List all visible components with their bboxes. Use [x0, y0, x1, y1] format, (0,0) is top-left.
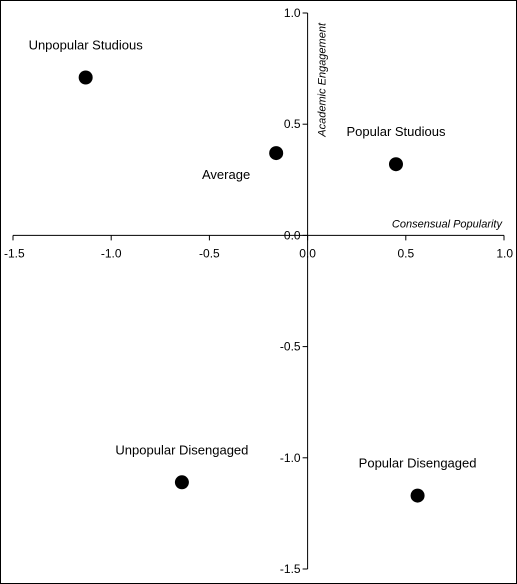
y-tick-label: -1.5	[280, 562, 301, 576]
data-points: Unpopular Studious Average Popular Studiou…	[29, 37, 477, 503]
data-point	[269, 146, 284, 161]
x-tick-label: 0.5	[397, 246, 414, 260]
y-axis-title: Academic Engagement	[317, 22, 329, 138]
y-tick-label: 0.0	[284, 228, 301, 242]
x-tick-label: 0.0	[299, 246, 316, 260]
ticks: -1.5 -1.0 -0.5 0.0 0.5 1.0 1.0 0.5 0.0 -0.5 -1.0 -1…	[4, 6, 513, 576]
y-tick-label: 1.0	[284, 6, 301, 20]
y-tick-label: -1.0	[280, 451, 301, 465]
data-point	[78, 70, 93, 85]
x-tick-label: 1.0	[496, 246, 513, 260]
data-point	[410, 488, 425, 503]
x-tick-label: -1.5	[4, 246, 25, 260]
data-point-label: Unpopular Disengaged	[115, 442, 248, 457]
data-point-label: Unpopular Studious	[29, 37, 144, 52]
y-tick-label: 0.5	[284, 117, 301, 131]
x-axis-title: Consensual Popularity	[392, 218, 504, 230]
data-point-label: Popular Disengaged	[359, 456, 477, 471]
axes	[13, 13, 504, 569]
data-point-label: Popular Studious	[346, 124, 446, 139]
data-point	[174, 475, 189, 490]
data-point	[388, 157, 403, 172]
data-point-label: Average	[202, 167, 250, 182]
x-tick-label: -1.0	[101, 246, 122, 260]
x-tick-label: -0.5	[199, 246, 220, 260]
y-tick-label: -0.5	[280, 340, 301, 354]
